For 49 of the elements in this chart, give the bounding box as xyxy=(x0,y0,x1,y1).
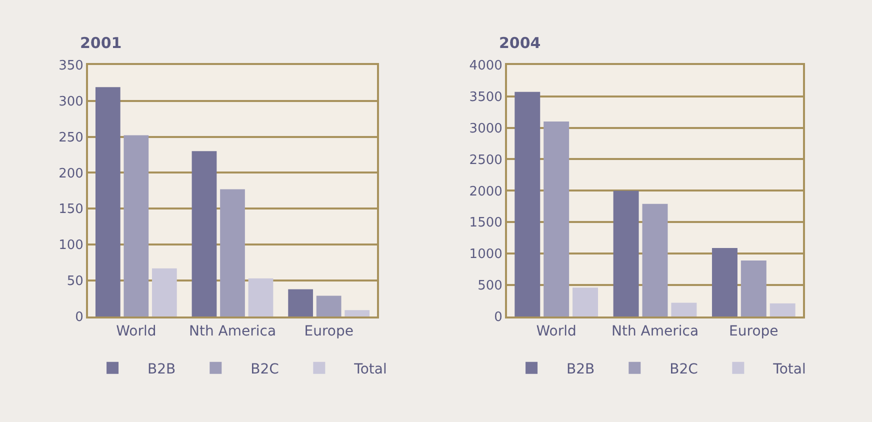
legend-label: Total xyxy=(772,361,806,378)
bar xyxy=(124,135,149,317)
bar xyxy=(152,268,177,317)
x-tick-label: Nth America xyxy=(188,323,276,340)
x-tick-label: Nth America xyxy=(611,323,699,340)
y-tick-label: 100 xyxy=(58,238,84,254)
legend-label: Total xyxy=(353,361,387,378)
bar xyxy=(572,288,598,317)
y-tick-label: 350 xyxy=(58,58,84,74)
bar xyxy=(344,310,370,317)
y-tick-label: 500 xyxy=(478,278,502,294)
chart-title: 2001 xyxy=(80,34,122,52)
y-tick-label: 2000 xyxy=(469,184,502,200)
x-tick-label: World xyxy=(116,323,156,340)
x-tick-label: Europe xyxy=(304,323,354,340)
bar xyxy=(671,302,697,317)
legend-label: B2C xyxy=(670,361,698,378)
bar xyxy=(220,189,245,317)
y-tick-label: 4000 xyxy=(469,58,502,74)
bar xyxy=(95,87,120,317)
bar xyxy=(248,278,274,317)
y-tick-label: 0 xyxy=(494,310,502,326)
y-tick-label: 3000 xyxy=(469,121,502,136)
legend-label: B2B xyxy=(566,361,595,378)
chart-title: 2004 xyxy=(499,34,541,52)
y-tick-label: 150 xyxy=(58,202,84,218)
bar xyxy=(712,248,738,317)
y-tick-label: 250 xyxy=(58,130,84,146)
legend-label: B2B xyxy=(148,361,176,378)
bar xyxy=(316,296,342,317)
bar xyxy=(770,303,796,317)
bar xyxy=(288,289,314,317)
y-tick-label: 1000 xyxy=(469,247,502,262)
bar xyxy=(514,92,540,317)
y-tick-label: 2500 xyxy=(469,152,502,168)
y-tick-label: 200 xyxy=(58,166,84,182)
bar xyxy=(642,204,668,317)
x-tick-label: Europe xyxy=(729,323,778,340)
bar xyxy=(192,151,217,317)
y-tick-label: 50 xyxy=(66,274,84,290)
legend-label: B2C xyxy=(250,361,280,378)
x-tick-label: World xyxy=(536,323,576,340)
bar xyxy=(544,121,570,317)
y-tick-label: 0 xyxy=(75,310,84,326)
y-tick-label: 3500 xyxy=(469,90,502,105)
y-tick-label: 1500 xyxy=(469,216,502,231)
y-tick-label: 300 xyxy=(58,94,84,110)
bar xyxy=(613,190,639,317)
bar xyxy=(740,260,766,317)
